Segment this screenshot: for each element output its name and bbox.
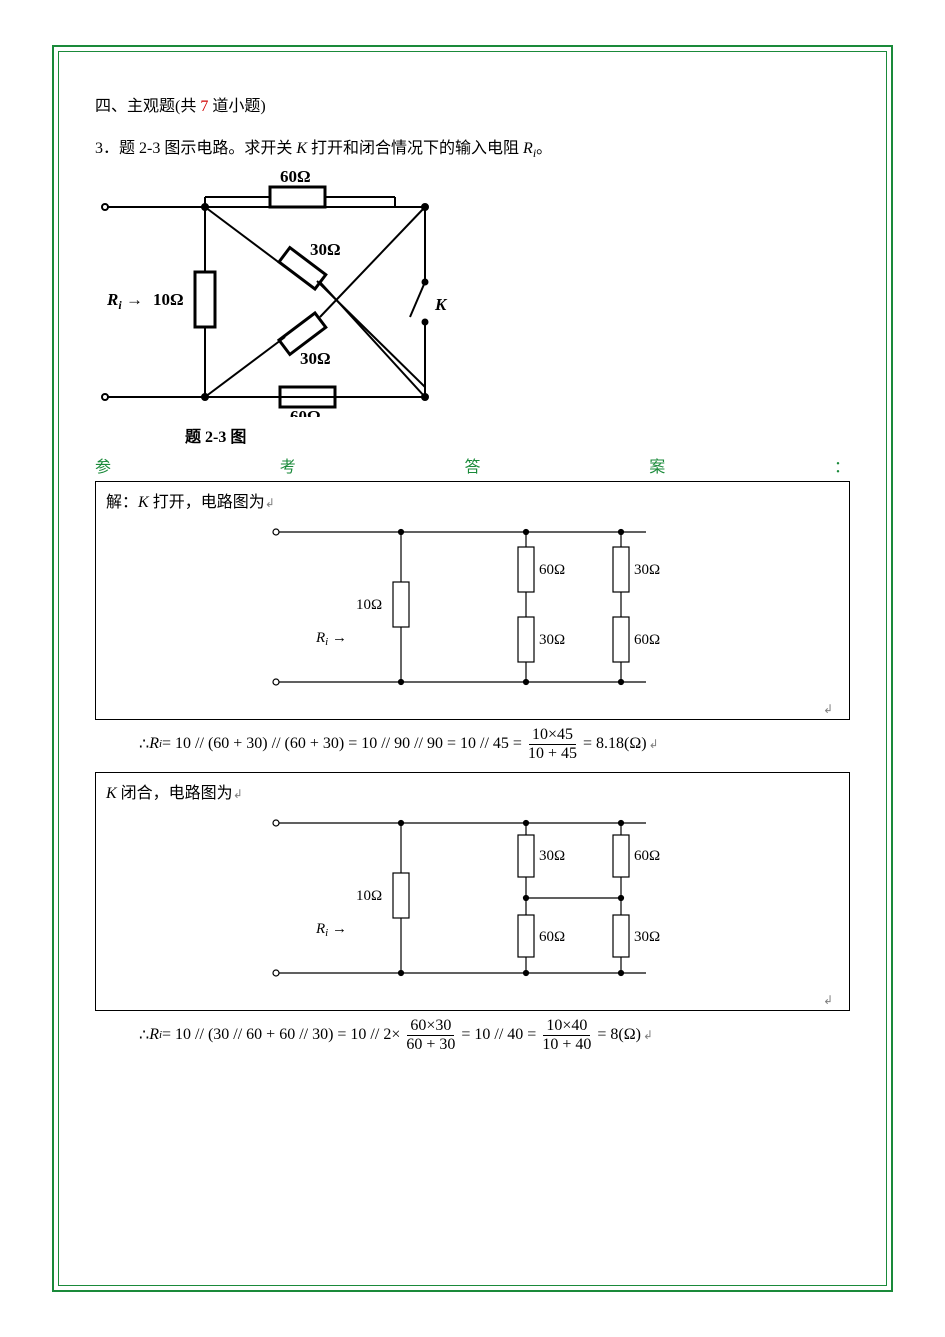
sol2-r30a: 30Ω (539, 848, 565, 864)
sol2-enter: ↲ (106, 993, 839, 1008)
sol2-circuit-svg: 10Ω 30Ω 60Ω 60Ω 30Ω Ri → (256, 803, 676, 993)
sol1-r10: 10Ω (356, 597, 382, 613)
equation-1: ∴ Ri = 10 // (60 + 30) // (60 + 30) = 10… (139, 726, 850, 762)
question-part-c: 。 (536, 140, 552, 157)
eq1-enter: ↲ (649, 737, 659, 751)
eq1-den: 10 + 45 (525, 745, 580, 763)
sol1-arrow: → (332, 630, 347, 646)
fig-ri: R (106, 290, 118, 309)
eq2-frac2: 10×40 10 + 40 (539, 1017, 594, 1053)
heading-prefix: 四、主观题(共 (95, 98, 200, 115)
question-k: K (296, 140, 307, 157)
eq1-num: 10×45 (529, 726, 576, 745)
circuit-2-3-svg: 60Ω 30Ω 30Ω 60Ω 10Ω K Ri → (95, 167, 455, 417)
eq1-prefix: ∴ (139, 734, 149, 754)
sol1-r60b: 60Ω (634, 632, 660, 648)
sol1-body: 打开，电路图为 (149, 494, 265, 511)
fig-caption: 题 2-3 图 (185, 423, 850, 447)
solution-box-2: K 闭合，电路图为↲ (95, 772, 850, 1011)
answer-label: 参 考 答 案 ： (95, 453, 850, 477)
eq1-part2: = 8.18(Ω) (583, 735, 647, 753)
fig-r30-a: 30Ω (310, 240, 341, 259)
inner-border: 四、主观题(共 7 道小题) 3．题 2-3 图示电路。求开关 K 打开和闭合情… (58, 51, 887, 1286)
svg-text:Ri →: Ri → (106, 290, 143, 312)
eq1-frac: 10×45 10 + 45 (525, 726, 580, 762)
eq1-part1: = 10 // (60 + 30) // (60 + 30) = 10 // 9… (162, 735, 522, 753)
sol1-text: 解：K 打开，电路图为↲ (106, 488, 839, 512)
sol1-r30b: 30Ω (539, 632, 565, 648)
ans-c2: 考 (280, 453, 296, 477)
sol2-arrow: → (332, 921, 347, 937)
sol1-r60a: 60Ω (539, 562, 565, 578)
svg-text:Ri →: Ri → (315, 921, 347, 939)
eq2-part1: = 10 // (30 // 60 + 60 // 30) = 10 // 2× (162, 1026, 400, 1044)
sol1-circuit-svg: 10Ω 60Ω 30Ω 30Ω 60Ω Ri → (256, 512, 676, 702)
ans-c1: 参 (95, 453, 111, 477)
question-ri: R (523, 140, 533, 157)
fig-r60-bot: 60Ω (290, 407, 321, 417)
eq2-part3: = 8(Ω) (597, 1026, 641, 1044)
equation-2: ∴ Ri = 10 // (30 // 60 + 60 // 30) = 10 … (139, 1017, 850, 1053)
sol2-ri: R (315, 921, 325, 937)
eq2-f2-den: 10 + 40 (539, 1036, 594, 1054)
sol2-r60a: 60Ω (634, 848, 660, 864)
sol1-prefix: 解： (106, 494, 138, 511)
eq2-enter: ↲ (643, 1028, 653, 1042)
sol2-r10: 10Ω (356, 888, 382, 904)
sol1-enter: ↲ (106, 702, 839, 717)
question-part-b: 打开和闭合情况下的输入电阻 (307, 140, 523, 157)
question-number: 3． (95, 140, 119, 157)
fig-k: K (434, 295, 448, 314)
enter-icon: ↲ (265, 496, 275, 510)
eq2-frac1: 60×30 60 + 30 (403, 1017, 458, 1053)
ans-c4: 案 (649, 453, 665, 477)
sol1-ri: R (315, 630, 325, 646)
section-heading: 四、主观题(共 7 道小题) (95, 92, 850, 116)
eq1-r: R (149, 735, 159, 753)
eq2-part2: = 10 // 40 = (461, 1026, 536, 1044)
sol2-text: K 闭合，电路图为↲ (106, 779, 839, 803)
sol1-r30a: 30Ω (634, 562, 660, 578)
eq2-f2-num: 10×40 (543, 1017, 590, 1036)
sol2-body: 闭合，电路图为 (117, 785, 233, 802)
heading-suffix: 道小题) (208, 98, 265, 115)
figure-2-3: 60Ω 30Ω 30Ω 60Ω 10Ω K Ri → 题 2-3 图 (95, 167, 850, 447)
question-text: 3．题 2-3 图示电路。求开关 K 打开和闭合情况下的输入电阻 Ri。 (95, 134, 850, 161)
fig-arrow: → (126, 290, 143, 309)
fig-r10: 10Ω (153, 290, 184, 309)
eq2-f1-num: 60×30 (407, 1017, 454, 1036)
page: 四、主观题(共 7 道小题) 3．题 2-3 图示电路。求开关 K 打开和闭合情… (0, 0, 945, 1337)
solution-box-1: 解：K 打开，电路图为↲ (95, 481, 850, 720)
fig-r30-b: 30Ω (300, 349, 331, 368)
ans-c5: ： (834, 453, 850, 477)
sol2-r60b: 60Ω (539, 929, 565, 945)
question-part-a: 题 2-3 图示电路。求开关 (119, 140, 296, 157)
outer-border: 四、主观题(共 7 道小题) 3．题 2-3 图示电路。求开关 K 打开和闭合情… (52, 45, 893, 1292)
ans-c3: 答 (464, 453, 480, 477)
eq2-prefix: ∴ (139, 1025, 149, 1045)
sol1-k: K (138, 494, 149, 511)
svg-text:Ri →: Ri → (315, 630, 347, 648)
sol2-enter-mark: ↲ (233, 787, 243, 801)
sol2-k: K (106, 785, 117, 802)
eq2-r: R (149, 1026, 159, 1044)
fig-r60-top: 60Ω (280, 167, 311, 186)
eq2-f1-den: 60 + 30 (403, 1036, 458, 1054)
sol2-r30b: 30Ω (634, 929, 660, 945)
